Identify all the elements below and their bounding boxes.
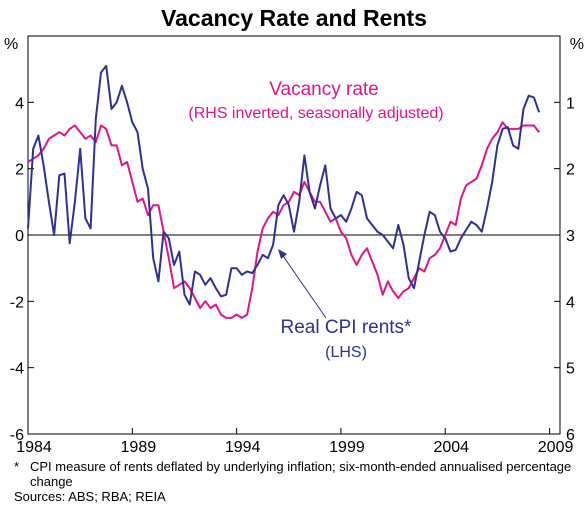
- rents-sublabel: (LHS): [325, 344, 367, 361]
- x-axis-tick-label: 1989: [121, 439, 157, 456]
- x-axis-tick-label: 1994: [225, 439, 261, 456]
- chart-notes: * CPI measure of rents deflated by under…: [14, 459, 584, 504]
- x-axis: 1984 1989 1994 1999 2004 2009: [16, 428, 573, 456]
- left-axis-unit: %: [4, 36, 18, 53]
- rents-label: Real CPI rents*: [281, 317, 413, 338]
- left-axis-tick-label: -4: [10, 361, 24, 378]
- rents-pointer-arrowhead: [278, 249, 287, 259]
- right-axis-tick-label: 2: [566, 162, 575, 179]
- left-axis: 4 2 0 -2 -4 -6: [10, 35, 34, 444]
- right-axis-unit: %: [570, 36, 584, 53]
- left-axis-tick-label: -6: [10, 427, 24, 444]
- left-axis-tick-label: 2: [15, 162, 24, 179]
- right-axis-tick-label: 4: [566, 294, 575, 311]
- footnote: * CPI measure of rents deflated by under…: [14, 459, 584, 489]
- right-axis-tick-label: 5: [566, 361, 575, 378]
- series-line-real-cpi-rents: [27, 64, 541, 306]
- right-axis-tick-label: 1: [566, 95, 575, 112]
- x-axis-tick-label: 1999: [329, 439, 365, 456]
- left-axis-tick-label: 0: [15, 228, 24, 245]
- series-line-vacancy-rate: [27, 121, 540, 319]
- left-axis-tick-label: -2: [10, 294, 24, 311]
- chart: Vacancy Rate and Rents % % 4 2 0 -2 -4 -6 1 2 3…: [4, 5, 584, 456]
- rents-label-pointer: [280, 252, 327, 319]
- right-axis-tick-label: 6: [566, 427, 575, 444]
- right-axis: 1 2 3 4 5 6: [554, 95, 575, 444]
- footnote-marker: *: [14, 459, 20, 474]
- vacancy-label: Vacancy rate: [269, 79, 378, 100]
- footnote-text: CPI measure of rents deflated by underly…: [30, 459, 572, 489]
- x-axis-tick-label: 2004: [433, 439, 469, 456]
- x-axis-tick-label: 1984: [16, 439, 52, 456]
- chart-title: Vacancy Rate and Rents: [161, 5, 427, 31]
- sources: Sources: ABS; RBA; REIA: [14, 489, 166, 504]
- left-axis-tick-label: 4: [15, 95, 24, 112]
- x-axis-tick-label: 2009: [538, 439, 574, 456]
- right-axis-tick-label: 3: [566, 228, 575, 245]
- vacancy-sublabel: (RHS inverted, seasonally adjusted): [188, 105, 443, 122]
